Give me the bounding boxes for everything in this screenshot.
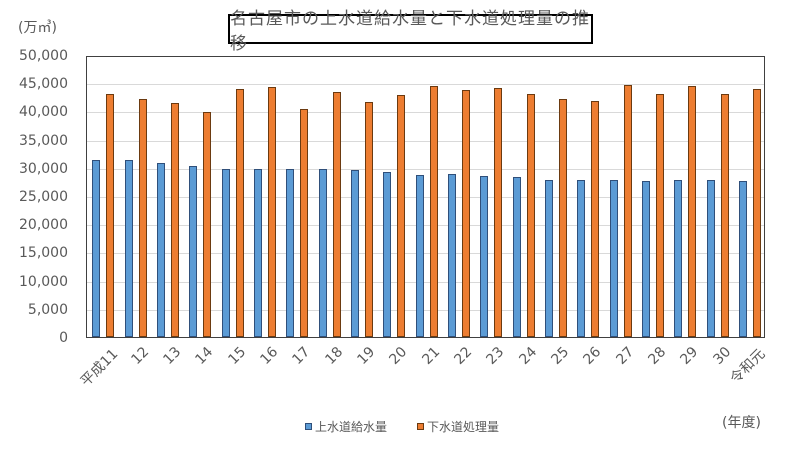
bar-sewage [591,100,600,337]
bar-water-supply [738,181,747,337]
bar-water-supply [480,175,489,337]
bar-sewage [397,95,406,337]
gridline [87,84,764,86]
bar-water-supply [156,163,165,337]
y-tick-label: 40,000 [19,104,68,121]
bar-sewage [332,92,341,337]
y-tick-label: 15,000 [19,245,68,262]
gridline [87,225,764,227]
y-tick-label: 0 [59,330,68,346]
bar-sewage [203,111,212,337]
chart-title-text: 名古屋市の上水道給水量と下水道処理量の推移 [230,9,590,54]
bar-sewage [429,86,438,337]
y-axis-unit: (万㎥) [18,20,57,36]
y-tick-label: 35,000 [19,132,68,149]
gridline [87,281,764,283]
bar-water-supply [609,180,618,337]
legend-swatch-blue [305,423,312,430]
bar-sewage [235,88,244,337]
bar-sewage [558,99,567,337]
x-axis-unit: (年度) [722,415,761,431]
gridline [87,140,764,142]
gridline [87,112,764,114]
bar-water-supply [674,180,683,337]
bar-water-supply [577,180,586,337]
legend: 上水道給水量 下水道処理量 [305,418,499,435]
bar-water-supply [512,177,521,337]
bar-water-supply [124,160,133,337]
bar-water-supply [92,160,101,337]
bar-water-supply [447,174,456,337]
bar-sewage [655,93,664,337]
legend-label-sewage: 下水道処理量 [427,420,500,434]
bar-sewage [364,101,373,337]
legend-item-water-supply: 上水道給水量 [305,418,387,435]
bar-sewage [170,102,179,337]
bar-water-supply [350,169,359,337]
y-tick-label: 30,000 [19,160,68,177]
chart-title: 名古屋市の上水道給水量と下水道処理量の推移 [228,9,593,54]
bar-water-supply [318,168,327,337]
bar-sewage [752,88,761,337]
bar-sewage [106,93,115,337]
y-tick-label: 20,000 [19,217,68,234]
bar-water-supply [544,179,553,337]
gridline [87,253,764,255]
bar-sewage [461,89,470,337]
bar-sewage [688,86,697,337]
legend-item-sewage: 下水道処理量 [417,418,499,435]
bar-sewage [494,88,503,337]
bar-sewage [267,87,276,337]
bar-water-supply [221,168,230,337]
bar-water-supply [253,168,262,337]
bar-water-supply [286,168,295,337]
bar-water-supply [189,166,198,337]
gridline [87,197,764,198]
y-tick-label: 25,000 [19,189,68,205]
bar-sewage [138,99,147,337]
bar-water-supply [641,181,650,337]
bar-sewage [623,84,632,337]
gridline [87,168,764,170]
bar-water-supply [415,174,424,337]
y-tick-label: 45,000 [19,76,68,93]
gridline [87,309,764,311]
bar-water-supply [383,172,392,337]
bar-water-supply [706,180,715,337]
legend-label-water-supply: 上水道給水量 [315,420,388,434]
y-tick-label: 10,000 [19,273,68,290]
bar-sewage [526,93,535,337]
bar-sewage [300,109,309,337]
bar-sewage [720,93,729,337]
y-tick-label: 5,000 [27,301,68,318]
legend-swatch-orange [417,423,425,430]
y-tick-label: 50,000 [19,48,68,64]
plot-area [86,56,765,338]
